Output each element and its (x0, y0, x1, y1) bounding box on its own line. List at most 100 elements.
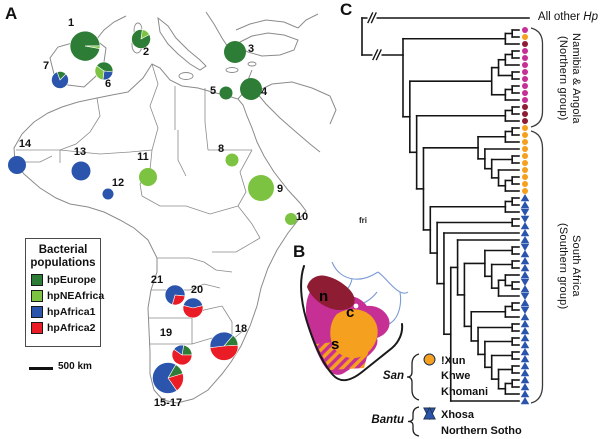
country-border (149, 63, 159, 151)
pie-site-number: 1 (67, 17, 75, 29)
pie-site-number: 15-17 (153, 397, 183, 409)
legend-item-khwe: Khwe (423, 353, 488, 385)
pie-slice-hpNEAfrica (139, 168, 157, 186)
pie-slice-hpEurope (240, 78, 262, 100)
bantu-group-label: Bantu (371, 414, 404, 426)
legend-item-hpafrica1: hpAfrica1 (31, 306, 100, 318)
tip-marker-northern-sotho (520, 320, 530, 328)
tip-marker-northern-sotho (520, 390, 530, 398)
coastline (157, 16, 207, 71)
scale-bar-label: 500 km (58, 361, 92, 372)
legend-item-label: hpNEAfrica (47, 290, 105, 302)
panel-b-label: B (293, 242, 306, 261)
pie-site-1 (69, 30, 101, 62)
tip-marker-khwe (522, 97, 528, 103)
san-legend-rows: !Xun Khwe Khomani (423, 353, 488, 400)
coastline (49, 39, 107, 88)
tip-marker-northern-sotho (520, 376, 530, 384)
legend-title-line2: populations (30, 257, 96, 269)
pie-site-number: 4 (260, 86, 268, 98)
pie-slice-hpNEAfrica (225, 153, 239, 167)
pie-site-12 (102, 188, 114, 200)
coastline (255, 81, 331, 97)
coastline (329, 95, 337, 125)
tip-marker-northern-sotho (520, 299, 530, 307)
pie-site-13 (71, 161, 91, 181)
northern-group-bracket (530, 27, 544, 128)
tip-marker-northern-sotho (520, 236, 530, 244)
san-brace (406, 353, 420, 401)
country-border (204, 88, 209, 151)
tip-marker-northern-sotho (520, 257, 530, 265)
xun-region (307, 275, 355, 310)
pie-slice-hpAfrica2 (182, 305, 204, 319)
river (331, 261, 379, 280)
khomani-label: Khomani (441, 385, 489, 398)
pie-slice-hpAfrica2 (171, 348, 193, 366)
stray-text: fri (359, 216, 367, 225)
tip-marker-xun (522, 41, 528, 47)
hp-italic: Hp (583, 11, 598, 23)
legend-item-label: hpAfrica2 (47, 322, 96, 334)
river (391, 291, 402, 323)
coastline (95, 15, 127, 41)
san-group-label: San (382, 370, 404, 382)
tip-marker-xhosa (520, 278, 530, 286)
tip-marker-northern-sotho (520, 355, 530, 363)
coastline (235, 19, 299, 31)
island (247, 61, 257, 67)
tip-marker-northern-sotho (520, 229, 530, 237)
country-border (157, 257, 205, 263)
all-other-hp-label: All other Hp (538, 11, 598, 23)
tip-marker-xhosa (520, 215, 530, 223)
khwe-marker-icon (423, 353, 436, 383)
bacterial-populations-legend: Bacterial populations hpEurope hpNEAfric… (25, 238, 104, 347)
tip-marker-northern-sotho (520, 383, 530, 391)
coastline (297, 13, 319, 29)
hpeurope-swatch-icon (31, 274, 43, 286)
tip-marker-northern-sotho (520, 334, 530, 342)
tip-marker-khomani (522, 181, 528, 187)
hpafrica1-swatch-icon (31, 306, 43, 318)
tip-marker-northern-sotho (520, 341, 530, 349)
legend-title-line1: Bacterial (38, 244, 88, 256)
pie-site-number: 13 (73, 146, 87, 158)
pie-site-3 (224, 41, 246, 63)
pie-site-2 (131, 29, 151, 49)
panel-a-label: A (5, 4, 18, 23)
pie-site-number: 14 (18, 138, 32, 150)
region-c-label: c (346, 304, 355, 321)
pie-slice-hpEurope (131, 29, 151, 49)
legend-item-khomani: Khomani (423, 353, 489, 400)
country-border (141, 195, 239, 215)
tip-marker-khomani (522, 160, 528, 166)
tip-marker-khomani (522, 132, 528, 138)
tip-marker-khomani (522, 174, 528, 180)
northern-group-label: Namibia & Angola (Northern group) (556, 22, 582, 134)
country-border (177, 130, 187, 177)
legend-item-hpneafrica: hpNEAfrica (31, 290, 104, 302)
southern-group-bracket (530, 130, 544, 404)
tip-marker-khomani (522, 34, 528, 40)
khomani-marker-icon (423, 353, 436, 398)
pie-site-19 (171, 344, 193, 366)
tip-marker-northern-sotho (520, 313, 530, 321)
pie-site-6 (94, 61, 114, 81)
legend-item-hpafrica2: hpAfrica2 (31, 322, 100, 334)
pie-site-15-17 (152, 362, 184, 394)
tip-marker-northern-sotho (520, 250, 530, 258)
pie-slice-hpEurope (96, 61, 114, 73)
coastline (255, 91, 321, 153)
northern-group-line2: (Northern group) (557, 35, 569, 121)
pie-slice-hpAfrica1 (102, 188, 114, 200)
xhosa-label: Xhosa (441, 409, 475, 421)
pie-site-20 (182, 297, 204, 319)
pie-site-number: 3 (247, 43, 255, 55)
tip-marker-xhosa (520, 243, 530, 251)
tip-marker-khwe (522, 83, 528, 89)
hpafrica2-swatch-icon (31, 322, 43, 334)
tip-marker-khwe (522, 62, 528, 68)
pie-site-number: 12 (111, 177, 125, 189)
tip-marker-khomani (522, 167, 528, 173)
